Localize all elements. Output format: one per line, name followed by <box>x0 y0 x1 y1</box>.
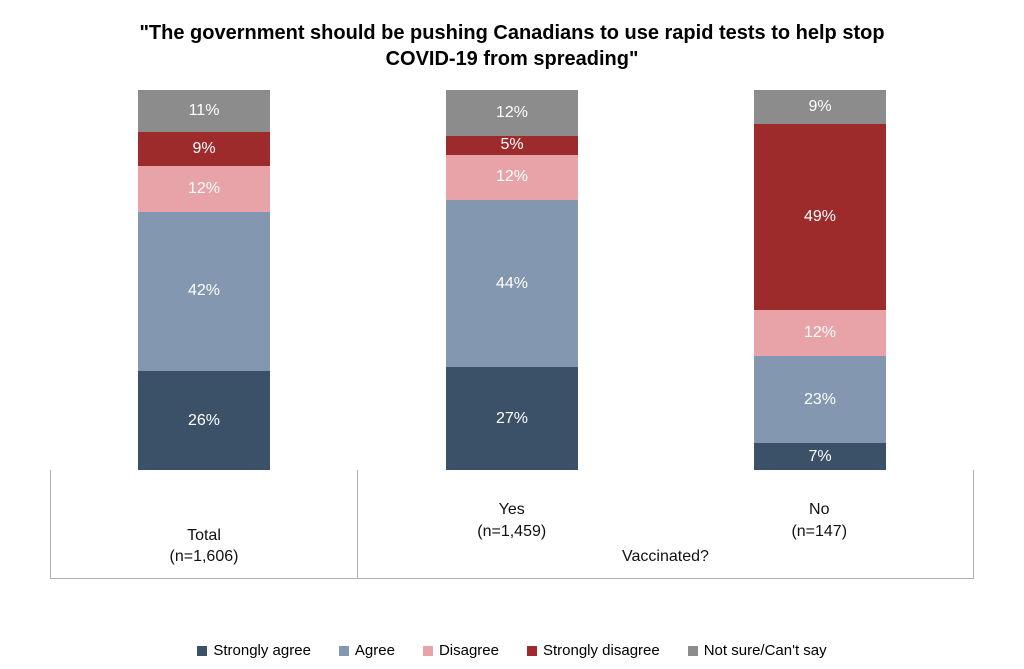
legend-label: Strongly disagree <box>543 642 660 659</box>
axis-group-label-line2: (n=1,606) <box>51 546 357 568</box>
legend-item-agree: Agree <box>339 642 395 659</box>
bar-segment-not_sure: 9% <box>754 90 886 124</box>
axis-groups: Total(n=1,606)Yes(n=1,459)No(n=147)Vacci… <box>50 470 974 579</box>
legend-item-strongly_agree: Strongly agree <box>197 642 311 659</box>
bar-segment-disagree: 12% <box>138 166 270 212</box>
bar-segment-agree: 23% <box>754 356 886 443</box>
bar-segment-disagree: 12% <box>754 310 886 356</box>
segment-value-label: 9% <box>808 98 831 116</box>
legend-swatch <box>197 646 207 656</box>
chart-container: "The government should be pushing Canadi… <box>0 0 1024 669</box>
legend-item-not_sure: Not sure/Can't say <box>688 642 827 659</box>
axis-category-label: Yes(n=1,459) <box>358 491 666 546</box>
axis-group-label-line1: Total <box>51 525 357 547</box>
segment-value-label: 23% <box>804 391 836 409</box>
axis-subgroup-row: Yes(n=1,459)No(n=147) <box>358 491 973 546</box>
legend-item-disagree: Disagree <box>423 642 499 659</box>
segment-value-label: 49% <box>804 208 836 226</box>
axis-category-label: No(n=147) <box>665 491 973 546</box>
bar-segment-not_sure: 11% <box>138 90 270 132</box>
axis-category-line2: (n=147) <box>665 521 973 543</box>
segment-value-label: 7% <box>808 448 831 466</box>
legend-swatch <box>688 646 698 656</box>
bar-segment-strongly_disagree: 49% <box>754 124 886 310</box>
bar-segment-strongly_disagree: 9% <box>138 132 270 166</box>
bar-segment-strongly_agree: 7% <box>754 443 886 470</box>
legend-swatch <box>339 646 349 656</box>
axis-category-line2: (n=1,459) <box>358 521 666 543</box>
bar-segment-agree: 42% <box>138 212 270 372</box>
segment-value-label: 44% <box>496 275 528 293</box>
legend-label: Not sure/Can't say <box>704 642 827 659</box>
bar-segment-strongly_agree: 27% <box>446 367 578 470</box>
segment-value-label: 5% <box>500 136 523 154</box>
stacked-bar: 27% 44% 12% 5% 12% <box>446 90 578 470</box>
segment-value-label: 11% <box>189 102 220 120</box>
axis-category-line1: No <box>665 499 973 521</box>
stacked-bar: 7% 23% 12% 49% 9% <box>754 90 886 470</box>
chart-title: "The government should be pushing Canadi… <box>122 20 902 72</box>
bar-segment-agree: 44% <box>446 200 578 367</box>
bar-segment-disagree: 12% <box>446 155 578 201</box>
axis-category-line1: Yes <box>358 499 666 521</box>
legend-swatch <box>527 646 537 656</box>
segment-value-label: 27% <box>496 410 528 428</box>
legend-swatch <box>423 646 433 656</box>
axis-group: Total(n=1,606) <box>50 470 358 579</box>
bar-segment-not_sure: 12% <box>446 90 578 136</box>
bar-segment-strongly_agree: 26% <box>138 371 270 470</box>
segment-value-label: 12% <box>188 180 220 198</box>
segment-value-label: 12% <box>496 168 528 186</box>
stacked-bar: 26% 42% 12% 9% 11% <box>138 90 270 470</box>
bars-row: 26% 42% 12% 9% 11% 27% 44% 12% 5% 12% 7% 23% 12% 49% 9… <box>50 90 974 470</box>
legend-item-strongly_disagree: Strongly disagree <box>527 642 660 659</box>
segment-value-label: 26% <box>188 412 220 430</box>
bar-segment-strongly_disagree: 5% <box>446 136 578 155</box>
segment-value-label: 42% <box>188 282 220 300</box>
segment-value-label: 12% <box>496 104 528 122</box>
segment-value-label: 12% <box>804 324 836 342</box>
legend-label: Strongly agree <box>213 642 311 659</box>
plot-area: 26% 42% 12% 9% 11% 27% 44% 12% 5% 12% 7% 23% 12% 49% 9… <box>40 90 984 624</box>
legend-label: Disagree <box>439 642 499 659</box>
segment-value-label: 9% <box>192 140 215 158</box>
axis-group-label-line1: Vaccinated? <box>358 546 973 568</box>
legend: Strongly agree Agree Disagree Strongly disa… <box>40 642 984 659</box>
axis-group: Yes(n=1,459)No(n=147)Vaccinated? <box>358 470 974 579</box>
legend-label: Agree <box>355 642 395 659</box>
